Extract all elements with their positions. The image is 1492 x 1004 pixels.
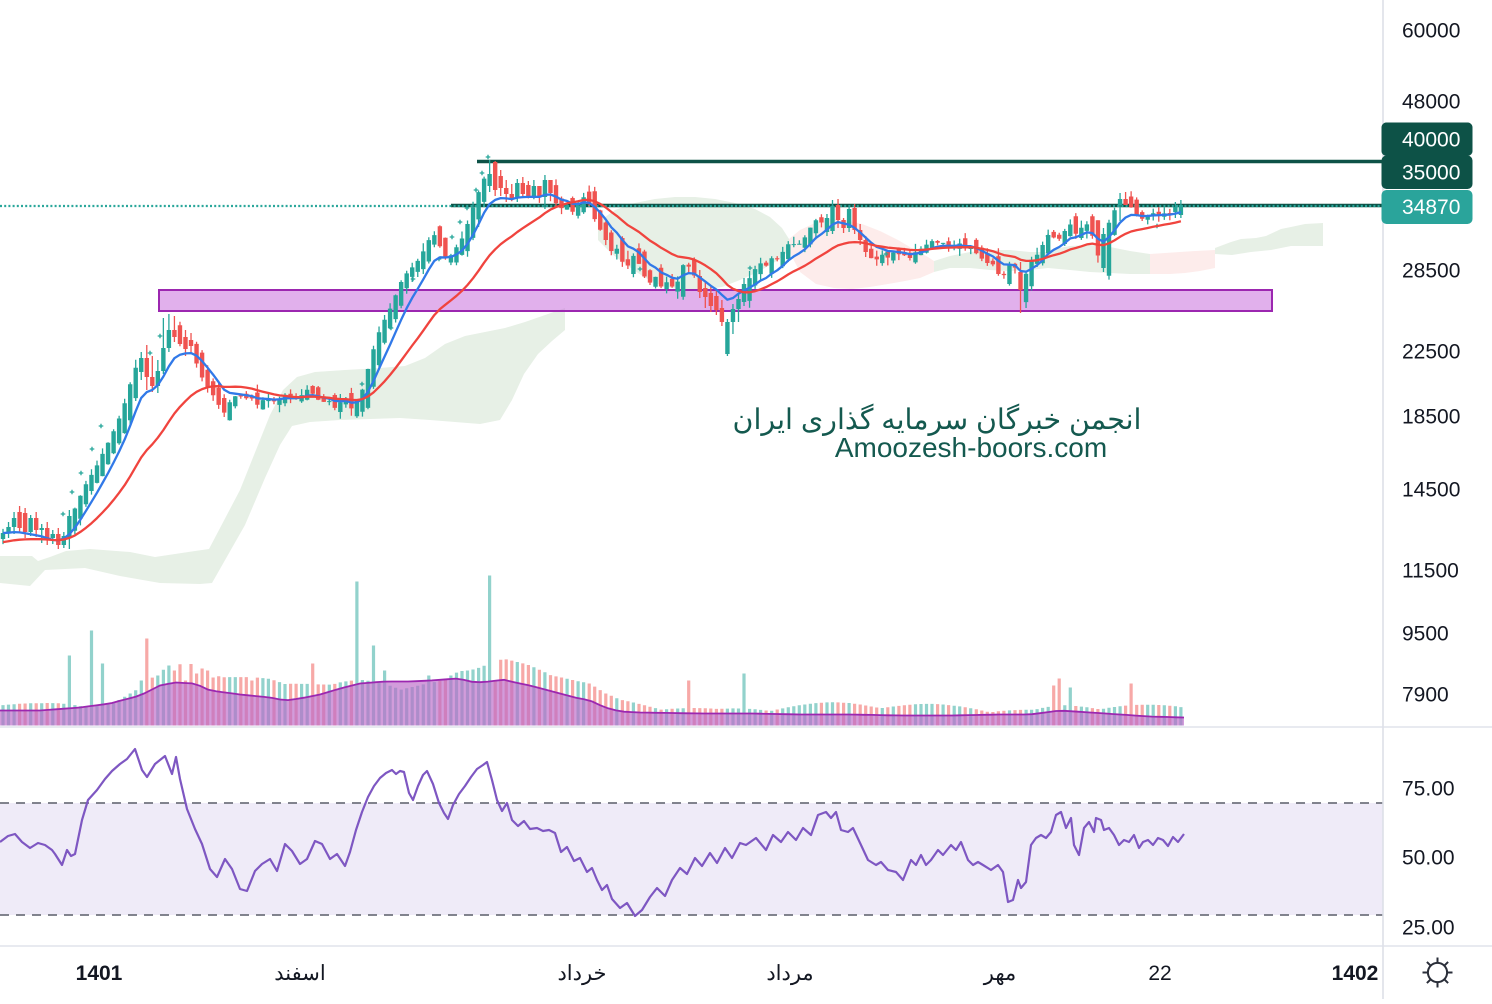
svg-text:22: 22 [1148, 962, 1171, 985]
svg-text:1401: 1401 [76, 962, 123, 985]
svg-text:25.00: 25.00 [1402, 917, 1455, 940]
svg-text:28500: 28500 [1402, 260, 1460, 283]
svg-text:18500: 18500 [1402, 406, 1460, 429]
svg-text:22500: 22500 [1402, 341, 1460, 364]
svg-text:35000: 35000 [1402, 162, 1460, 185]
svg-text:اسفند: اسفند [274, 962, 325, 985]
svg-text:انجمن خبرگان سرمایه گذاری ایرا: انجمن خبرگان سرمایه گذاری ایران [733, 403, 1142, 437]
svg-text:Amoozesh-boors.com: Amoozesh-boors.com [835, 432, 1107, 463]
svg-text:50.00: 50.00 [1402, 847, 1455, 870]
svg-text:مهر: مهر [983, 962, 1017, 986]
svg-text:40000: 40000 [1402, 129, 1460, 152]
svg-text:7900: 7900 [1402, 684, 1449, 707]
svg-text:9500: 9500 [1402, 623, 1449, 646]
svg-text:11500: 11500 [1402, 560, 1459, 583]
svg-text:مرداد: مرداد [766, 962, 813, 986]
svg-text:خرداد: خرداد [557, 962, 606, 986]
svg-text:34870: 34870 [1402, 196, 1460, 219]
svg-text:75.00: 75.00 [1402, 778, 1455, 801]
svg-text:1402: 1402 [1332, 962, 1379, 985]
svg-text:48000: 48000 [1402, 91, 1460, 114]
svg-text:60000: 60000 [1402, 20, 1460, 43]
svg-text:14500: 14500 [1402, 479, 1460, 502]
